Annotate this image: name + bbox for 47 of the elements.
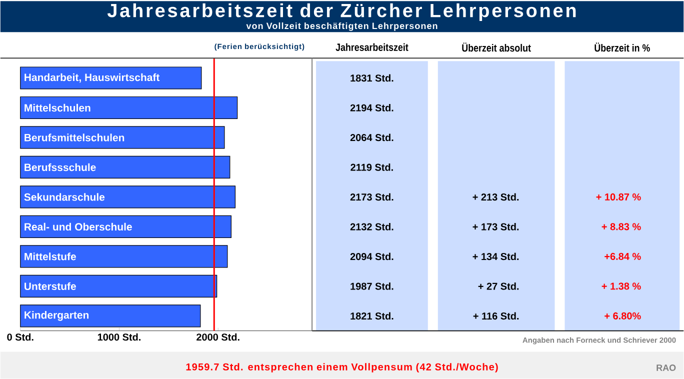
data-label: 1831 Std. <box>350 74 394 82</box>
text: von Vollzeit beschäftigten Lehrpersonen <box>246 22 438 31</box>
y-tick-label: Sekundarschule <box>24 193 105 201</box>
y-tick-label: Unterstufe <box>24 282 76 290</box>
text: Überzeit absolut <box>462 42 531 52</box>
x-tick-label: 1000 Std. <box>98 333 140 341</box>
data-label: 2132 Std. <box>350 223 394 230</box>
bar <box>20 156 230 179</box>
data-label: 2173 Std. <box>350 193 394 201</box>
text: Jahresarbeitszeit <box>336 43 408 52</box>
text: + 6.80% <box>604 312 641 320</box>
y-tick-label: Handarbeit, Hauswirtschaft <box>24 74 160 83</box>
text: +6.84 % <box>604 253 641 260</box>
text: + 116 Std. <box>473 312 519 320</box>
bar <box>20 275 218 298</box>
ref-line-label: 1959.7 Std. entsprechen einem Vollpensum (42 Std./Woche) <box>186 363 498 373</box>
text: Überzeit in % <box>594 42 650 52</box>
bar <box>20 126 225 149</box>
bar <box>20 245 228 268</box>
text: + 1.38 % <box>602 282 641 290</box>
y-tick-label: Berufsmittelschulen <box>24 134 124 142</box>
y-tick-label: Berufssschule <box>24 163 96 172</box>
text: + 213 Std. <box>472 193 519 201</box>
data-label: 1821 Std. <box>350 312 394 320</box>
data-label: 2119 Std. <box>350 164 393 171</box>
y-tick-label: Kindergarten <box>24 311 89 321</box>
bar <box>20 66 202 90</box>
text: + 8.83 % <box>602 223 641 230</box>
y-tick-label: Mittelschulen <box>24 104 90 112</box>
data-label: 2064 Std. <box>350 134 394 142</box>
text: + 10.87 % <box>596 194 641 201</box>
text: + 27 Std. <box>478 282 519 290</box>
data-label: 2194 Std. <box>350 104 394 112</box>
data-label: 2094 Std. <box>350 252 394 260</box>
data-label: 1987 Std. <box>350 282 394 290</box>
bar <box>20 304 201 328</box>
text: RAO <box>656 364 676 372</box>
y-tick-label: Mittelstufe <box>24 252 76 260</box>
bar <box>20 216 232 238</box>
x-tick-label: 2000 Std. <box>196 333 240 341</box>
y-tick-label: Real- und Oberschule <box>24 222 132 231</box>
text: + 173 Std. <box>472 223 519 230</box>
chart-title: Jahresarbeitszeit der Zürcher Lehrpersonen <box>107 3 576 22</box>
text: + 134 Std. <box>472 252 519 260</box>
bar <box>20 186 236 208</box>
bar <box>20 96 238 120</box>
x-tick-label: 0 Std. <box>7 333 34 341</box>
